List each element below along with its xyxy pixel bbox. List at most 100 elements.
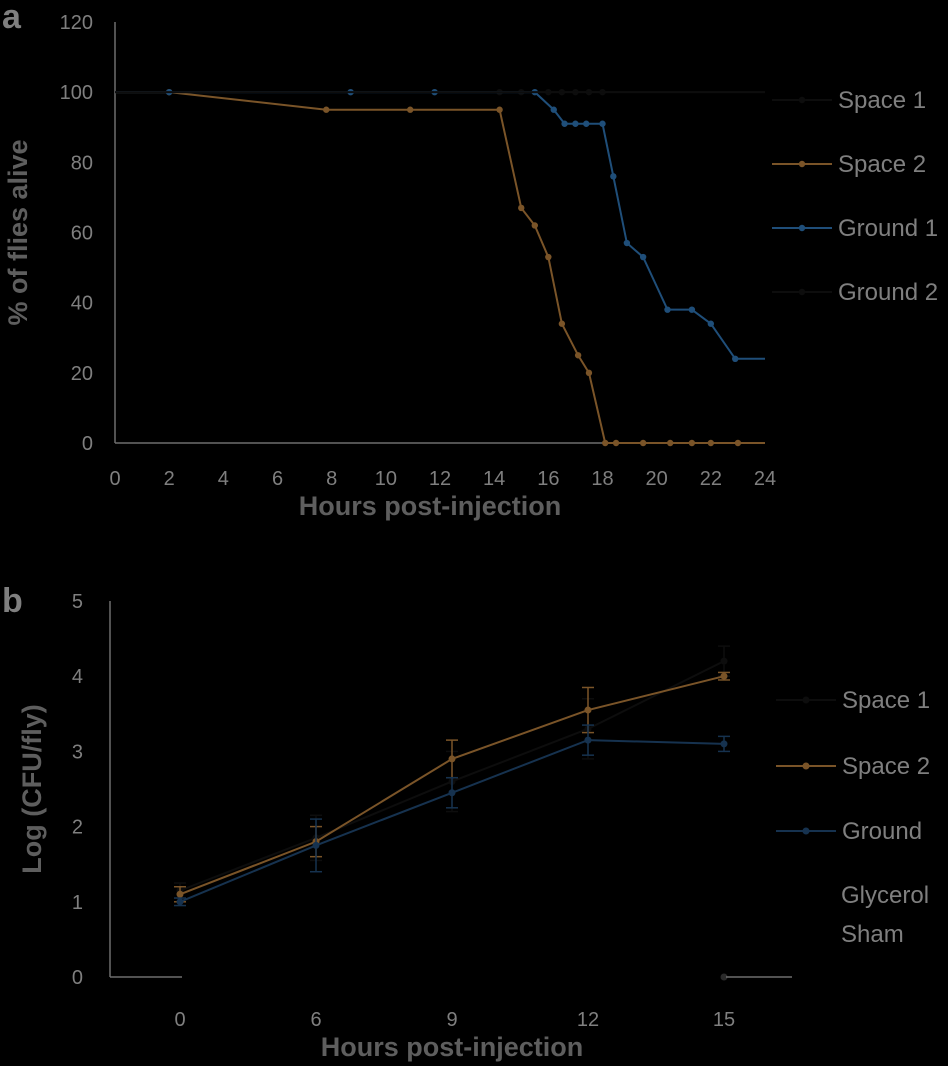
x-axis-title: Hours post-injection — [299, 491, 562, 521]
data-point — [688, 306, 696, 313]
data-point — [572, 120, 579, 127]
series-ground — [174, 724, 730, 907]
x-tick-label: 15 — [713, 1009, 735, 1031]
x-tick-label: 12 — [577, 1009, 599, 1031]
x-tick-label: 16 — [537, 468, 559, 490]
data-point — [176, 898, 184, 906]
data-point — [584, 706, 592, 714]
data-point — [574, 352, 582, 359]
y-tick-label: 1 — [72, 892, 83, 914]
x-tick-label: 12 — [429, 468, 451, 490]
data-point — [584, 736, 592, 744]
legend-label: Ground 1 — [838, 215, 938, 242]
data-point — [561, 120, 568, 127]
x-tick-label: 0 — [174, 1009, 185, 1031]
data-point — [639, 439, 647, 447]
data-point — [448, 789, 456, 797]
series-glycerol-sham — [720, 973, 728, 981]
legend-label: Glycerol — [841, 882, 929, 909]
x-tick-label: 8 — [326, 468, 337, 490]
legend-label: Space 2 — [838, 151, 926, 178]
x-tick-label: 4 — [218, 468, 229, 490]
legend-marker — [798, 224, 806, 232]
x-tick-label: 18 — [591, 468, 613, 490]
x-tick-label: 24 — [754, 468, 776, 490]
x-tick-label: 10 — [375, 468, 397, 490]
y-tick-label: 60 — [71, 223, 93, 245]
data-point — [176, 890, 184, 898]
legend-label: Space 2 — [842, 753, 930, 780]
y-tick-label: 5 — [72, 591, 83, 613]
legend-item: Space 2 — [776, 753, 930, 780]
y-axis-title: % of flies alive — [3, 139, 33, 325]
y-tick-label: 0 — [82, 433, 93, 455]
data-point — [496, 106, 503, 113]
data-point — [531, 222, 538, 229]
x-tick-label: 6 — [310, 1009, 321, 1031]
legend-marker — [798, 288, 806, 296]
data-point — [720, 657, 728, 665]
data-point — [610, 173, 617, 180]
legend-item: Space 1 — [776, 687, 930, 714]
data-point — [585, 369, 593, 377]
series-group — [115, 88, 765, 447]
y-tick-label: 3 — [72, 741, 83, 763]
data-point — [732, 355, 739, 362]
x-tick-labels: 0 2 4 6 8 10 12 14 16 18 20 22 24 — [109, 468, 776, 490]
legend-item: Ground — [776, 818, 922, 845]
legend-marker — [798, 96, 806, 104]
data-point — [407, 106, 414, 113]
data-point — [707, 439, 715, 447]
y-tick-label: 80 — [71, 152, 93, 174]
legend-marker — [802, 696, 810, 704]
data-point — [688, 439, 696, 447]
y-tick-label: 0 — [72, 967, 83, 989]
series-group — [174, 645, 730, 981]
legend-item: Space 1 — [772, 87, 926, 114]
data-point — [518, 204, 525, 212]
legend-marker — [802, 762, 810, 770]
series-line — [115, 91, 765, 360]
legend-marker — [802, 827, 810, 835]
y-tick-label: 2 — [72, 817, 83, 839]
data-point — [599, 120, 606, 127]
data-point — [720, 672, 728, 680]
data-point — [602, 439, 609, 447]
x-tick-label: 9 — [446, 1009, 457, 1031]
data-point — [623, 239, 631, 247]
data-point — [550, 106, 557, 113]
legend: Space 1 Space 2 Ground Glycerol Sham — [776, 687, 930, 948]
y-tick-labels: 0 1 2 3 4 5 — [72, 591, 83, 989]
data-point — [323, 106, 330, 113]
legend-marker — [798, 160, 806, 168]
data-point — [612, 439, 620, 447]
data-point — [707, 320, 715, 327]
legend-item: Glycerol Sham — [841, 882, 929, 948]
data-point — [639, 253, 647, 261]
data-point — [664, 306, 671, 313]
data-point — [448, 755, 456, 763]
legend: Space 1 Space 2 Ground 1 Ground 2 — [772, 87, 938, 306]
legend-item: Space 2 — [772, 151, 926, 178]
data-point — [667, 439, 674, 447]
data-point — [734, 439, 742, 447]
x-tick-label: 22 — [700, 468, 722, 490]
legend-label: Sham — [841, 921, 904, 948]
legend-item: Ground 1 — [772, 215, 938, 242]
legend-label: Space 1 — [842, 687, 930, 714]
y-tick-label: 120 — [60, 12, 93, 34]
legend-item: Ground 2 — [772, 279, 938, 306]
data-point — [312, 841, 320, 849]
legend-label: Ground — [842, 818, 922, 845]
y-tick-label: 40 — [71, 293, 93, 315]
x-tick-label: 14 — [483, 468, 505, 490]
x-tick-label: 6 — [272, 468, 283, 490]
y-tick-label: 4 — [72, 666, 83, 688]
x-tick-label: 20 — [646, 468, 668, 490]
y-tick-label: 20 — [71, 363, 93, 385]
series-ground-1 — [115, 88, 765, 362]
y-tick-label: 100 — [60, 82, 93, 104]
